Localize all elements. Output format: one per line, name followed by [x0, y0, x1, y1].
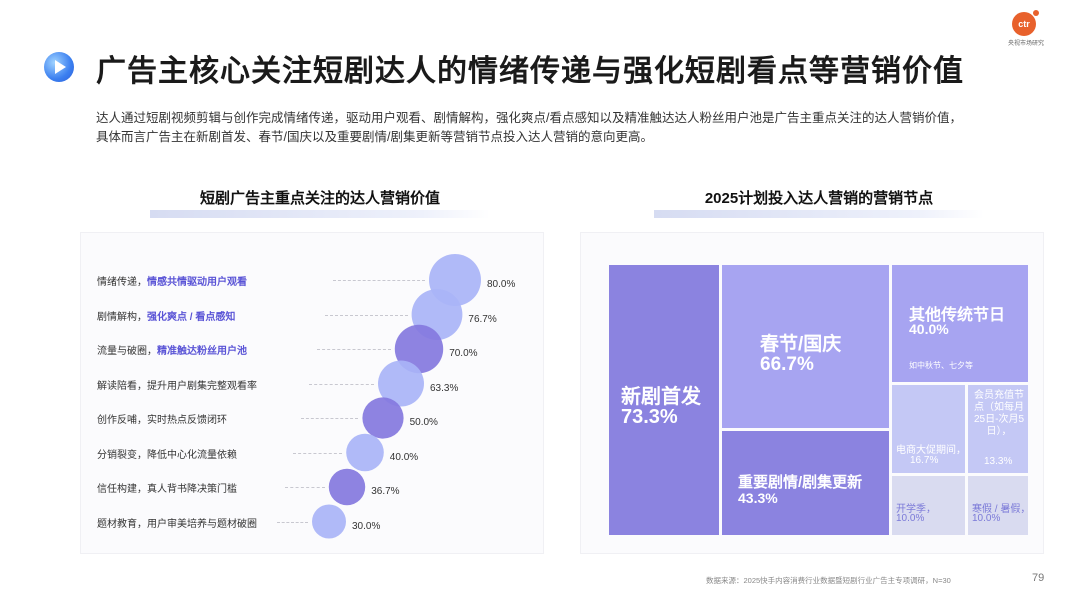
logo-dot	[1033, 10, 1039, 16]
bubble-category-label: 剧情解构，强化爽点 / 看点感知	[97, 308, 235, 323]
bubble-7	[312, 504, 346, 539]
bubble-value-label: 40.0%	[389, 451, 419, 463]
bubble-value-label: 30.0%	[352, 520, 381, 532]
treemap-cell-note: 如中秋节、七夕等	[909, 361, 973, 370]
treemap-cell-7: 寒假 / 暑假， 10.0%	[968, 476, 1028, 535]
bubble-6	[328, 468, 366, 506]
treemap-cell-value: 40.0%	[909, 321, 949, 337]
bubble-chart-panel: 情绪传递，情感共情驱动用户观看 80.0% 剧情解构，强化爽点 / 看点感知 76.7…	[80, 232, 544, 554]
category-prefix: 流量与破圈，	[97, 346, 157, 357]
bubble-category-label: 信任构建，真人背书降决策门槛	[97, 480, 237, 495]
leader-line	[293, 452, 343, 454]
bubble-4	[362, 397, 404, 439]
leader-line	[277, 521, 308, 523]
intro-text: 达人通过短剧视频剪辑与创作完成情绪传递，驱动用户观看、剧情解构，强化爽点/看点感…	[96, 109, 1036, 147]
ctr-logo: ctr 央视市场研究	[1008, 10, 1072, 50]
treemap-cell-1: 春节/国庆 66.7%	[722, 265, 889, 428]
treemap-cell-name: 寒假 / 暑假，	[972, 504, 1028, 515]
treemap-cell-name: 春节/国庆	[760, 334, 842, 355]
treemap-cell-value: 73.3%	[621, 406, 678, 428]
bubble-5	[346, 433, 384, 472]
treemap-cell-value: 66.7%	[760, 354, 814, 375]
category-prefix: 分销裂变，降低中心化流量依赖	[97, 449, 237, 461]
treemap-cell-value: 10.0%	[896, 513, 925, 524]
bubble-category-label: 情绪传递，情感共情驱动用户观看	[97, 273, 247, 288]
treemap-cell-value: 16.7%	[910, 455, 939, 466]
category-prefix: 情绪传递，	[97, 277, 147, 288]
treemap-cell-value: 10.0%	[972, 513, 1001, 524]
treemap-cell-name: 其他传统节日	[909, 307, 1006, 324]
bubble-category-label: 流量与破圈，精准触达粉丝用户池	[97, 342, 247, 357]
leader-line	[325, 314, 408, 316]
page-title: 广告主核心关注短剧达人的情绪传递与强化短剧看点等营销价值	[96, 55, 964, 88]
category-prefix: 解读陪看，提升用户剧集完整观看率	[97, 380, 257, 392]
leader-line	[317, 349, 391, 350]
right-panel-title: 2025计划投入达人营销的营销节点	[704, 190, 934, 207]
bubble-category-label: 解读陪看，提升用户剧集完整观看率	[97, 377, 257, 392]
treemap-cell-name: 开学季，	[896, 504, 936, 515]
data-source: 数据来源：2025快手内容消费行业数据暨短剧行业广告主专项调研，N=30	[706, 576, 951, 585]
treemap-cell-4: 电商大促期间， 16.7%	[892, 385, 965, 473]
bubble-value-label: 80.0%	[487, 279, 516, 290]
treemap-cell-name: 会员充值节点（如每月25日-次月5日），	[974, 390, 1025, 437]
treemap-cell-2: 重要剧情/剧集更新 43.3%	[722, 431, 889, 535]
treemap-cell-name: 新剧首发	[621, 386, 701, 408]
left-panel-title: 短剧广告主重点关注的达人营销价值	[199, 190, 440, 207]
treemap-cell-5: 会员充值节点（如每月25日-次月5日）， 13.3%	[968, 385, 1028, 473]
treemap-cell-value: 43.3%	[738, 490, 778, 506]
treemap-cell-6: 开学季， 10.0%	[892, 476, 965, 535]
bubble-value-label: 50.0%	[409, 417, 438, 428]
bubble-value-label: 70.0%	[449, 348, 478, 359]
category-highlight: 精准触达粉丝用户池	[157, 346, 247, 357]
left-panel-underline	[150, 210, 490, 218]
bubble-value-label: 36.7%	[371, 486, 400, 497]
treemap-cell-name: 电商大促期间，	[896, 445, 965, 456]
bubble-category-label: 分销裂变，降低中心化流量依赖	[97, 446, 237, 461]
bubble-category-label: 题材教育，用户审美培养与题材破圈	[97, 515, 257, 530]
category-highlight: 强化爽点 / 看点感知	[147, 311, 236, 323]
category-prefix: 剧情解构，	[97, 311, 147, 323]
treemap-cell-name: 重要剧情/剧集更新	[738, 474, 863, 491]
leader-line	[301, 418, 359, 419]
bubble-chart	[312, 254, 481, 539]
category-prefix: 信任构建，真人背书降决策门槛	[97, 484, 237, 495]
bubble-3	[378, 360, 424, 407]
category-prefix: 创作反哺，实时热点反馈闭环	[97, 415, 227, 426]
treemap-cell-3: 其他传统节日 40.0% 如中秋节、七夕等	[892, 265, 1028, 382]
logo-subtitle: 央视市场研究	[1008, 41, 1045, 47]
bubble-2	[394, 324, 444, 374]
category-prefix: 题材教育，用户审美培养与题材破圈	[97, 518, 257, 530]
intro-line-1: 达人通过短剧视频剪辑与创作完成情绪传递，驱动用户观看、剧情解构，强化爽点/看点感…	[96, 111, 962, 125]
intro-line-2: 具体而言广告主在新剧首发、春节/国庆以及重要剧情/剧集更新等营销节点投入达人营销…	[96, 130, 653, 144]
leader-line	[333, 280, 425, 281]
treemap-cell-value: 13.3%	[984, 456, 1013, 467]
treemap-panel: 新剧首发 73.3% 春节/国庆 66.7% 重要剧情/剧集更新 43.3% 其他传统节日 4…	[580, 232, 1044, 554]
bubble-value-label: 76.7%	[468, 313, 497, 325]
bubble-category-label: 创作反哺，实时热点反馈闭环	[97, 411, 227, 426]
bubble-value-label: 63.3%	[429, 382, 459, 394]
treemap-cell-0: 新剧首发 73.3%	[609, 265, 719, 535]
category-highlight: 情感共情驱动用户观看	[147, 277, 247, 288]
leader-line	[309, 383, 374, 385]
page-number: 79	[1032, 572, 1045, 584]
leader-line	[285, 487, 325, 488]
logo-mark: ctr	[1012, 12, 1036, 36]
play-icon	[44, 52, 74, 82]
right-panel-underline	[654, 210, 984, 218]
